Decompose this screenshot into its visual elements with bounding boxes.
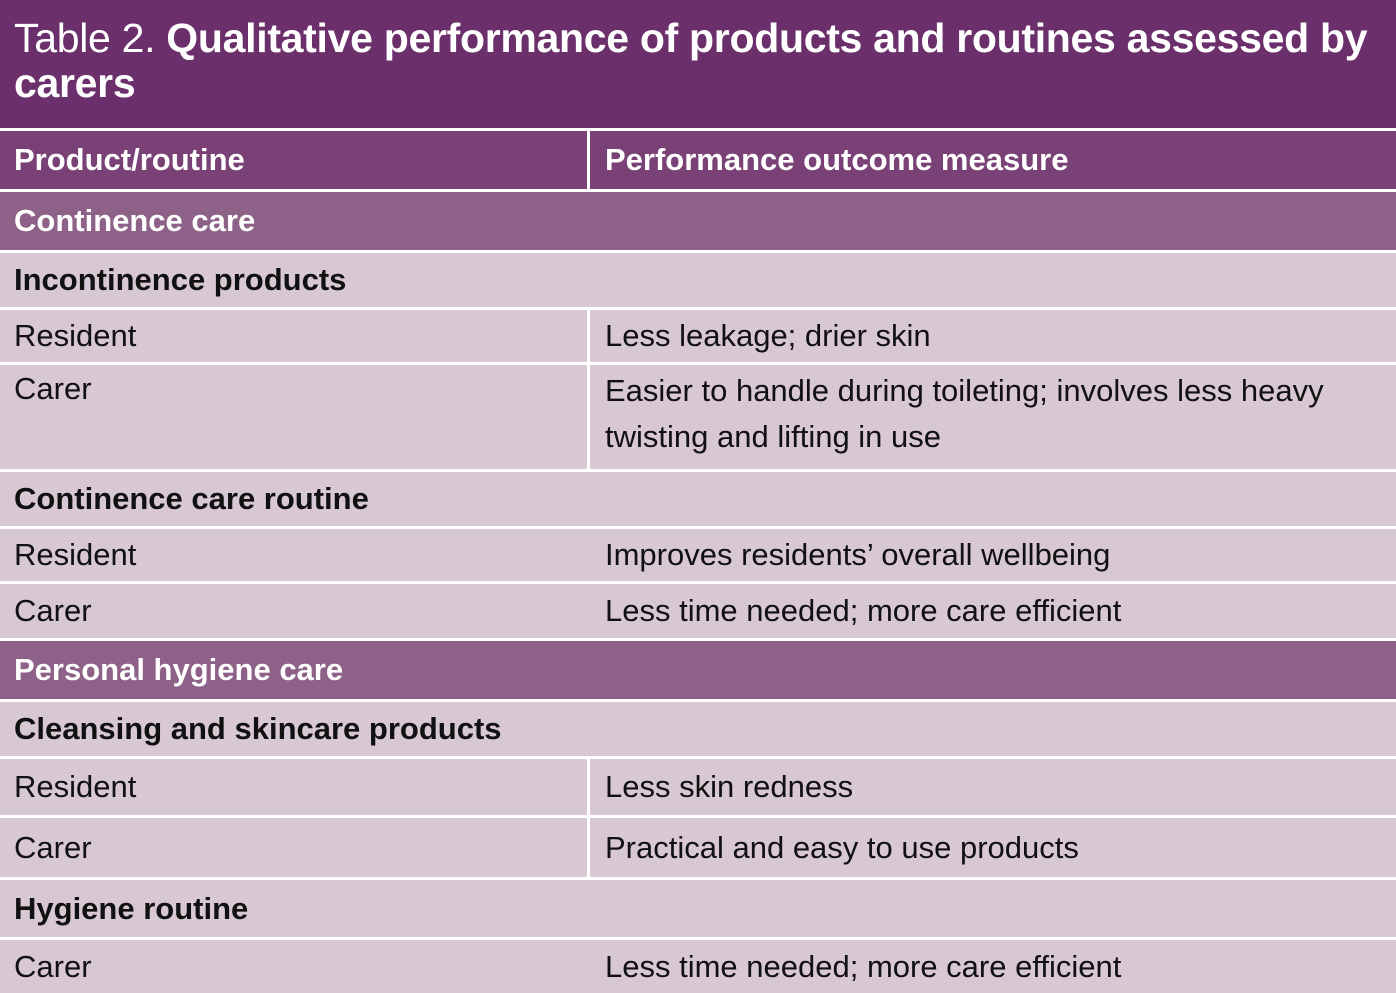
table-title: Table 2. Qualitative performance of prod…: [0, 0, 1396, 128]
section-row-personal-hygiene-care: Personal hygiene care: [0, 641, 1396, 699]
section-label: Personal hygiene care: [14, 652, 344, 687]
group-label: Hygiene routine: [14, 890, 249, 926]
group-row-incontinence-products: Incontinence products: [0, 253, 1396, 307]
column-divider: [587, 310, 590, 362]
table-row: Resident Less leakage; drier skin: [0, 310, 1396, 362]
row-outcome: Less leakage; drier skin: [605, 318, 931, 353]
header-product-routine: Product/routine: [14, 142, 245, 177]
group-label: Cleansing and skincare products: [14, 711, 502, 746]
table-row: Carer Easier to handle during toileting;…: [0, 365, 1396, 469]
row-outcome: Less time needed; more care efficient: [605, 593, 1122, 628]
row-who: Resident: [14, 537, 137, 572]
group-label: Incontinence products: [14, 262, 347, 297]
column-divider: [587, 131, 590, 189]
row-who: Carer: [14, 371, 92, 406]
group-row-cleansing-skincare: Cleansing and skincare products: [0, 702, 1396, 756]
row-who: Carer: [14, 948, 92, 984]
table-row: Carer Less time needed; more care effici…: [0, 584, 1396, 638]
column-divider: [587, 759, 590, 815]
table-row: Carer Practical and easy to use products: [0, 818, 1396, 877]
table-header-row: Product/routine Performance outcome meas…: [0, 131, 1396, 189]
row-outcome: Easier to handle during toileting; invol…: [605, 373, 1324, 454]
table-number: Table 2.: [14, 15, 156, 61]
row-who: Carer: [14, 593, 92, 628]
table-row: Carer Less time needed; more care effici…: [0, 940, 1396, 993]
column-divider: [587, 818, 590, 877]
row-outcome: Practical and easy to use products: [605, 829, 1079, 865]
row-outcome: Less skin redness: [605, 769, 854, 804]
section-label: Continence care: [14, 203, 256, 238]
row-outcome: Less time needed; more care efficient: [605, 948, 1122, 984]
row-who: Carer: [14, 829, 92, 865]
table-caption: Qualitative performance of products and …: [14, 15, 1368, 106]
column-divider: [587, 365, 590, 469]
group-row-continence-care-routine: Continence care routine: [0, 472, 1396, 526]
row-who: Resident: [14, 318, 137, 353]
row-outcome: Improves residents’ overall wellbeing: [605, 537, 1111, 572]
header-performance-outcome: Performance outcome measure: [605, 142, 1069, 177]
table-row: Resident Less skin redness: [0, 759, 1396, 815]
table-row: Resident Improves residents’ overall wel…: [0, 529, 1396, 581]
section-row-continence-care: Continence care: [0, 192, 1396, 250]
row-who: Resident: [14, 769, 137, 804]
group-label: Continence care routine: [14, 481, 369, 516]
group-row-hygiene-routine: Hygiene routine: [0, 880, 1396, 937]
